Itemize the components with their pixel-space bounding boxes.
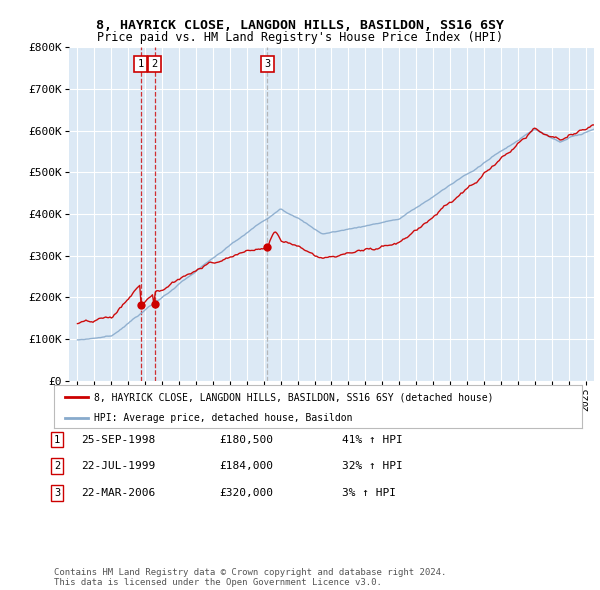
Text: 8, HAYRICK CLOSE, LANGDON HILLS, BASILDON, SS16 6SY (detached house): 8, HAYRICK CLOSE, LANGDON HILLS, BASILDO… <box>94 392 493 402</box>
Text: Price paid vs. HM Land Registry's House Price Index (HPI): Price paid vs. HM Land Registry's House … <box>97 31 503 44</box>
Text: HPI: Average price, detached house, Basildon: HPI: Average price, detached house, Basi… <box>94 414 352 424</box>
Text: 3: 3 <box>54 488 60 497</box>
Text: 1: 1 <box>137 59 144 69</box>
Text: Contains HM Land Registry data © Crown copyright and database right 2024.
This d: Contains HM Land Registry data © Crown c… <box>54 568 446 587</box>
Text: 2: 2 <box>151 59 158 69</box>
Text: £184,000: £184,000 <box>219 461 273 471</box>
Text: £180,500: £180,500 <box>219 435 273 444</box>
Text: £320,000: £320,000 <box>219 488 273 497</box>
Text: 3% ↑ HPI: 3% ↑ HPI <box>342 488 396 497</box>
Text: 2: 2 <box>54 461 60 471</box>
Text: 22-MAR-2006: 22-MAR-2006 <box>81 488 155 497</box>
Text: 41% ↑ HPI: 41% ↑ HPI <box>342 435 403 444</box>
Text: 3: 3 <box>265 59 271 69</box>
Text: 1: 1 <box>54 435 60 444</box>
Text: 25-SEP-1998: 25-SEP-1998 <box>81 435 155 444</box>
Text: 32% ↑ HPI: 32% ↑ HPI <box>342 461 403 471</box>
Text: 22-JUL-1999: 22-JUL-1999 <box>81 461 155 471</box>
Text: 8, HAYRICK CLOSE, LANGDON HILLS, BASILDON, SS16 6SY: 8, HAYRICK CLOSE, LANGDON HILLS, BASILDO… <box>96 19 504 32</box>
